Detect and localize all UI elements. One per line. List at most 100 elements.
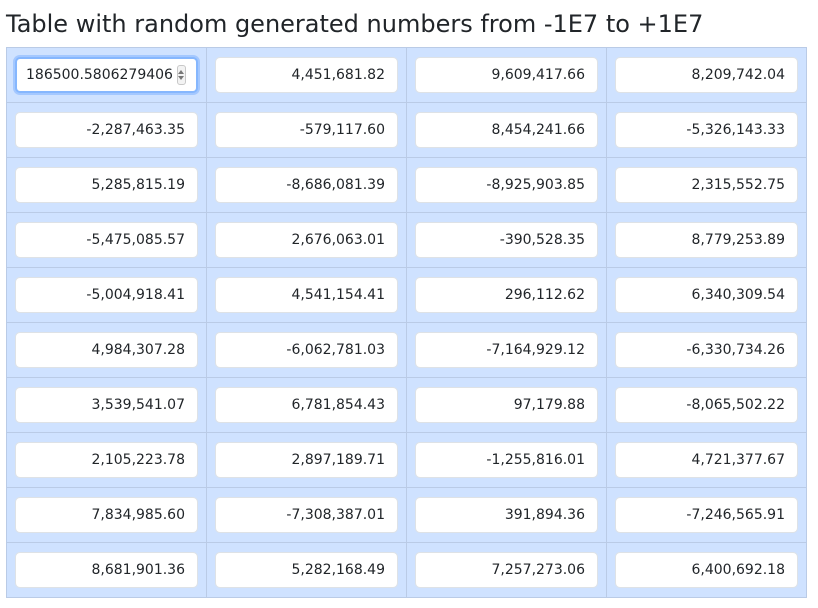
number-input[interactable]: 9,609,417.66 (415, 57, 598, 93)
number-input[interactable]: -8,065,502.22 (615, 387, 798, 423)
number-input[interactable]: -7,308,387.01 (215, 497, 398, 533)
number-input[interactable]: 6,400,692.18 (615, 552, 798, 588)
number-input-value: 296,112.62 (504, 287, 585, 303)
number-input-value: 4,721,377.67 (691, 452, 785, 468)
number-input-value: 186500.5806279406 (26, 67, 173, 83)
number-input[interactable]: 6,781,854.43 (215, 387, 398, 423)
table-cell: 8,681,901.36 (6, 542, 207, 598)
number-input[interactable]: 4,721,377.67 (615, 442, 798, 478)
chevron-down-icon[interactable] (178, 76, 185, 80)
spinner-arrows-icon[interactable] (176, 65, 186, 85)
number-input[interactable]: 2,315,552.75 (615, 167, 798, 203)
number-input-value: 2,676,063.01 (291, 232, 385, 248)
table-cell: -390,528.35 (406, 212, 607, 268)
table-cell: 8,779,253.89 (606, 212, 807, 268)
table-cell: 5,282,168.49 (206, 542, 407, 598)
number-input-value: -7,308,387.01 (286, 507, 385, 523)
number-input[interactable]: 2,105,223.78 (15, 442, 198, 478)
number-input-value: 7,257,273.06 (491, 562, 585, 578)
number-input[interactable]: 2,676,063.01 (215, 222, 398, 258)
table-cell: 2,676,063.01 (206, 212, 407, 268)
table-row: 7,834,985.60 -7,308,387.01 391,894.36 -7,24… (6, 487, 807, 543)
number-input-value: 7,834,985.60 (91, 507, 185, 523)
number-input-value: 4,541,154.41 (291, 287, 385, 303)
table-cell: 5,285,815.19 (6, 157, 207, 213)
table-cell: -8,065,502.22 (606, 377, 807, 433)
table-row: -2,287,463.35 -579,117.60 8,454,241.66 -5,3… (6, 102, 807, 158)
number-input[interactable]: -1,255,816.01 (415, 442, 598, 478)
number-input[interactable]: 7,834,985.60 (15, 497, 198, 533)
number-input[interactable]: -6,330,734.26 (615, 332, 798, 368)
chevron-up-icon[interactable] (178, 70, 185, 74)
number-input[interactable]: -390,528.35 (415, 222, 598, 258)
number-input[interactable]: 4,984,307.28 (15, 332, 198, 368)
table-cell: 7,834,985.60 (6, 487, 207, 543)
table-cell: 6,400,692.18 (606, 542, 807, 598)
table-cell: 4,984,307.28 (6, 322, 207, 378)
number-input-value: -8,925,903.85 (486, 177, 585, 193)
number-input-value: 6,340,309.54 (691, 287, 785, 303)
table-cell: 3,539,541.07 (6, 377, 207, 433)
number-input-value: -6,330,734.26 (686, 342, 785, 358)
number-input[interactable]: 8,209,742.04 (615, 57, 798, 93)
table-cell: 7,257,273.06 (406, 542, 607, 598)
number-input[interactable]: -6,062,781.03 (215, 332, 398, 368)
number-input[interactable]: 391,894.36 (415, 497, 598, 533)
number-input[interactable]: 5,285,815.19 (15, 167, 198, 203)
number-input-focused[interactable]: 186500.5806279406 (15, 57, 198, 93)
number-input-value: -6,062,781.03 (286, 342, 385, 358)
table-cell: 8,209,742.04 (606, 47, 807, 103)
number-input[interactable]: 97,179.88 (415, 387, 598, 423)
number-input[interactable]: 7,257,273.06 (415, 552, 598, 588)
number-input[interactable]: 4,541,154.41 (215, 277, 398, 313)
table-cell: -7,164,929.12 (406, 322, 607, 378)
table-cell: 8,454,241.66 (406, 102, 607, 158)
number-input[interactable]: -8,925,903.85 (415, 167, 598, 203)
table-cell: 2,105,223.78 (6, 432, 207, 488)
table-cell: -5,004,918.41 (6, 267, 207, 323)
number-input[interactable]: -7,246,565.91 (615, 497, 798, 533)
number-input-value: -5,004,918.41 (86, 287, 185, 303)
number-input[interactable]: -8,686,081.39 (215, 167, 398, 203)
table-cell: 296,112.62 (406, 267, 607, 323)
number-input-value: 4,984,307.28 (91, 342, 185, 358)
table-row: 5,285,815.19 -8,686,081.39 -8,925,903.85 2,… (6, 157, 807, 213)
number-input[interactable]: 8,454,241.66 (415, 112, 598, 148)
number-input-value: 3,539,541.07 (91, 397, 185, 413)
number-input[interactable]: 2,897,189.71 (215, 442, 398, 478)
number-input[interactable]: -5,326,143.33 (615, 112, 798, 148)
table-cell: -7,246,565.91 (606, 487, 807, 543)
number-input[interactable]: -7,164,929.12 (415, 332, 598, 368)
table-row: 186500.5806279406 4,451,681.82 9,609,417.6… (6, 47, 807, 103)
table-cell: -2,287,463.35 (6, 102, 207, 158)
number-input[interactable]: 5,282,168.49 (215, 552, 398, 588)
number-input[interactable]: 4,451,681.82 (215, 57, 398, 93)
number-input[interactable]: 3,539,541.07 (15, 387, 198, 423)
table-cell: -5,475,085.57 (6, 212, 207, 268)
table-row: 8,681,901.36 5,282,168.49 7,257,273.06 6,40… (6, 542, 807, 598)
number-input[interactable]: -5,475,085.57 (15, 222, 198, 258)
table-cell: 4,451,681.82 (206, 47, 407, 103)
number-input-value: 6,781,854.43 (291, 397, 385, 413)
table-cell: -8,925,903.85 (406, 157, 607, 213)
table-cell: 6,340,309.54 (606, 267, 807, 323)
number-input-value: 4,451,681.82 (291, 67, 385, 83)
number-input[interactable]: 8,681,901.36 (15, 552, 198, 588)
number-input-value: 2,897,189.71 (291, 452, 385, 468)
number-input-value: -7,246,565.91 (686, 507, 785, 523)
number-input-value: -7,164,929.12 (486, 342, 585, 358)
number-input-value: 6,400,692.18 (691, 562, 785, 578)
number-input-value: -579,117.60 (299, 122, 385, 138)
number-input[interactable]: 296,112.62 (415, 277, 598, 313)
number-input[interactable]: -579,117.60 (215, 112, 398, 148)
table-cell: 97,179.88 (406, 377, 607, 433)
number-input-value: 97,179.88 (513, 397, 585, 413)
table-row: 3,539,541.07 6,781,854.43 97,179.88 -8,065,… (6, 377, 807, 433)
table-cell: 186500.5806279406 (6, 47, 207, 103)
number-input-value: 391,894.36 (504, 507, 585, 523)
number-input[interactable]: -2,287,463.35 (15, 112, 198, 148)
table-cell: 9,609,417.66 (406, 47, 607, 103)
number-input[interactable]: 8,779,253.89 (615, 222, 798, 258)
number-input[interactable]: -5,004,918.41 (15, 277, 198, 313)
number-input[interactable]: 6,340,309.54 (615, 277, 798, 313)
